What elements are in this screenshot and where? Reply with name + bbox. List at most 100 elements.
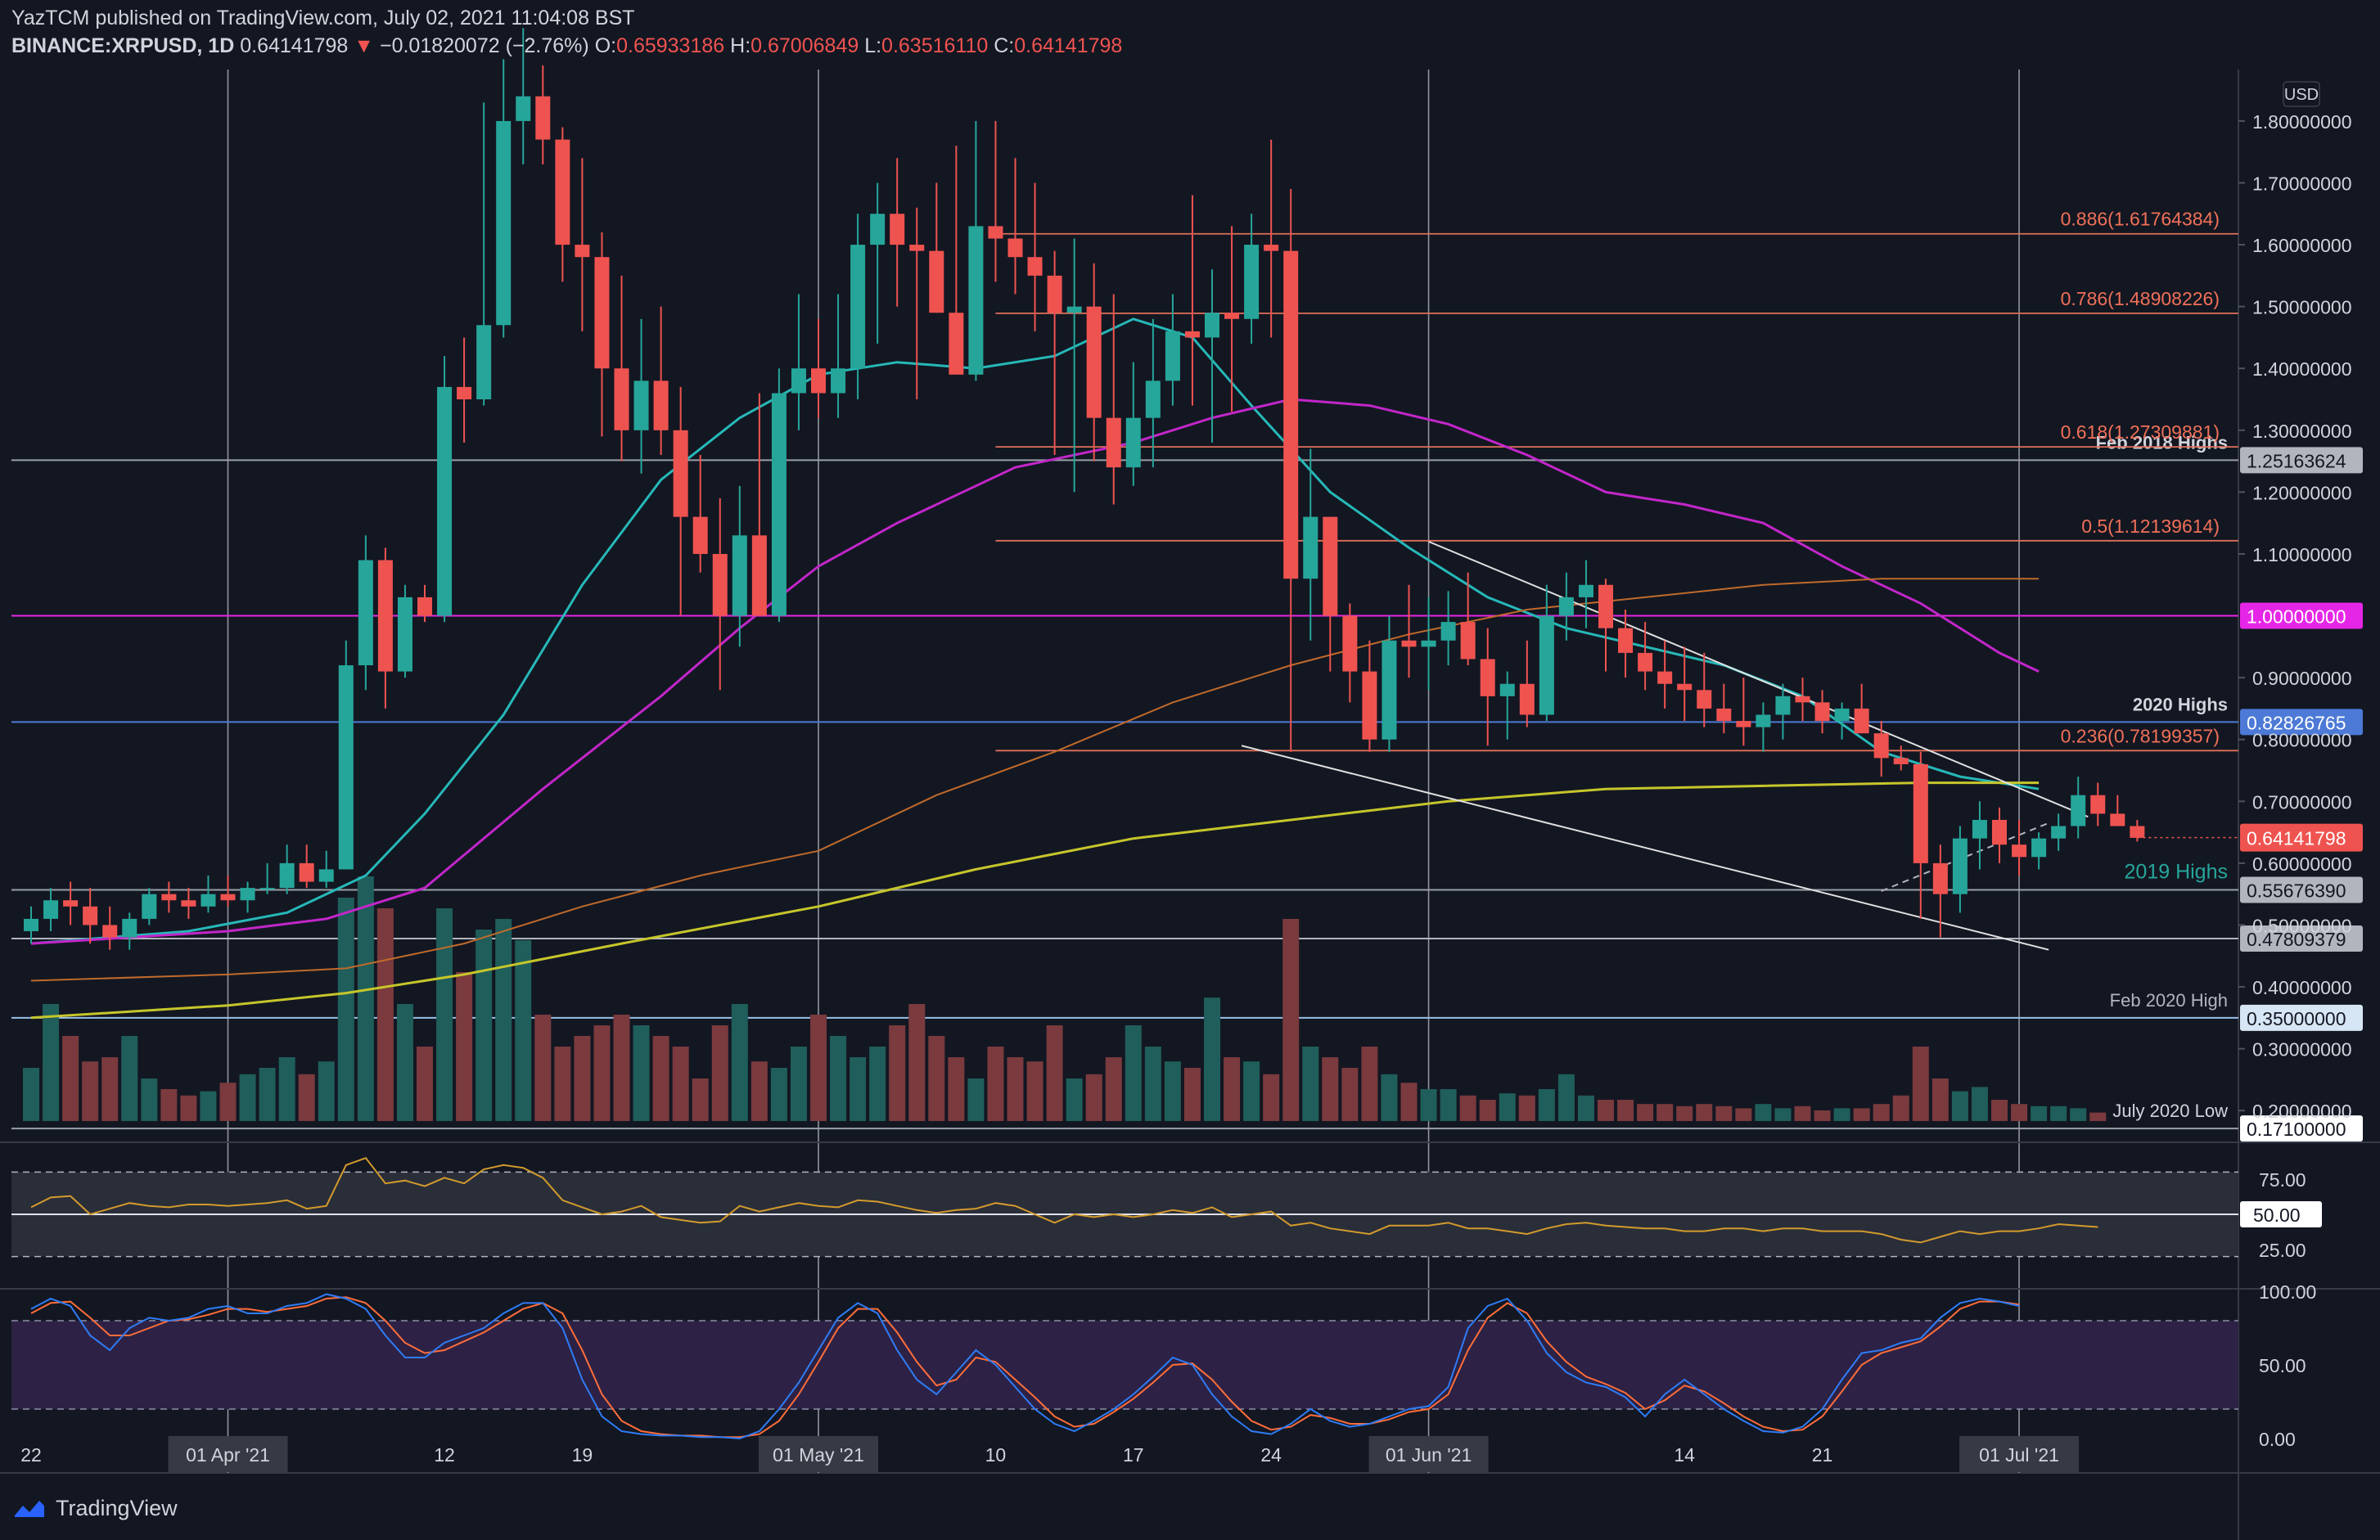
- time-tick-label: 01 May '21: [773, 1444, 864, 1466]
- candle-body: [1165, 331, 1180, 381]
- time-axis[interactable]: 22 01 Apr '21 12 19 01 May '21 10 17 24 01 Jun '…: [20, 1436, 2080, 1472]
- symbol-name[interactable]: BINANCE:XRPUSD, 1D: [11, 34, 235, 57]
- oscillator-panes: 75.00 25.00 50.00 100.00 50.00 0.00: [0, 1141, 2380, 1450]
- volume-bar: [1774, 1108, 1792, 1121]
- volume-bar: [1381, 1074, 1398, 1121]
- tradingview-brand[interactable]: TradingView: [11, 1496, 178, 1521]
- candle-body: [811, 368, 826, 394]
- volume-bar: [1853, 1108, 1870, 1121]
- candle-body: [142, 894, 157, 919]
- volume-bar: [1499, 1093, 1516, 1121]
- time-tick-label: 24: [1260, 1444, 1282, 1466]
- time-tick-label: 17: [1123, 1444, 1144, 1466]
- volume-bar: [1755, 1104, 1772, 1121]
- time-label-box: [1368, 1436, 1489, 1472]
- volume-bar: [1696, 1104, 1713, 1121]
- level-price-tag-text: 0.35000000: [2247, 1008, 2346, 1029]
- candle-body: [299, 862, 314, 882]
- fib-level-label: 0.236(0.78199357): [2061, 725, 2220, 746]
- candle-body: [535, 96, 551, 140]
- volume-bar: [1302, 1047, 1319, 1121]
- volume-bar: [1183, 1068, 1201, 1121]
- candle-body: [2110, 813, 2125, 826]
- currency-label: USD: [2284, 86, 2319, 104]
- tradingview-logo-icon: [15, 1500, 44, 1517]
- volume-bar: [1282, 919, 1300, 1121]
- candle-body: [712, 553, 728, 616]
- volume-bar: [1538, 1089, 1555, 1121]
- level-price-tag: [2240, 709, 2363, 736]
- candle-body: [1460, 622, 1476, 660]
- level-price-tag: [2240, 447, 2363, 474]
- volume-bar: [141, 1078, 158, 1121]
- candle-body: [1716, 708, 1732, 722]
- volume-bar: [1341, 1068, 1359, 1121]
- volume-bar: [259, 1068, 276, 1121]
- price-tick-label: 0.60000000: [2252, 853, 2352, 875]
- volume-bar: [613, 1015, 630, 1121]
- level-price-tag-text: 0.82826765: [2247, 712, 2346, 733]
- publisher-line: YazTCM published on TradingView.com, Jul…: [11, 7, 635, 30]
- volume-bar: [495, 919, 512, 1121]
- candle-body: [1578, 584, 1593, 597]
- level-price-tag: [2240, 1004, 2363, 1031]
- candle-body: [1066, 306, 1082, 313]
- candle-body: [555, 139, 570, 245]
- volume-bar: [1066, 1078, 1083, 1121]
- candle-body: [1303, 516, 1318, 579]
- volume-bar: [476, 930, 493, 1121]
- currency-box: [2283, 81, 2320, 107]
- candle-body: [1145, 380, 1161, 418]
- candle-body: [397, 597, 412, 672]
- time-tick-label: 21: [1812, 1444, 1833, 1466]
- volume-bar: [436, 908, 453, 1121]
- level-price-tag: [2240, 876, 2363, 903]
- volume-bar: [239, 1074, 256, 1121]
- candlesticks[interactable]: [24, 28, 2145, 950]
- time-tick-label: 12: [434, 1444, 455, 1466]
- candle-body: [496, 120, 512, 326]
- volume-bar: [1263, 1074, 1280, 1121]
- candle-body: [201, 894, 216, 907]
- volume-bar: [1794, 1105, 1811, 1121]
- volume-bar: [121, 1036, 138, 1121]
- candle-body: [377, 560, 393, 672]
- volume-bar: [1105, 1057, 1122, 1121]
- candle-body: [1264, 245, 1279, 251]
- price-tick-label: 1.10000000: [2252, 544, 2352, 565]
- volume-bar: [1046, 1025, 1063, 1121]
- candle-body: [594, 257, 610, 369]
- volume-bar: [278, 1057, 295, 1121]
- price-tick-label: 1.30000000: [2252, 421, 2352, 442]
- candle-body: [417, 597, 432, 616]
- volume-bar: [908, 1004, 926, 1121]
- volume-bar: [180, 1095, 197, 1121]
- time-tick-label: 01 Jun '21: [1386, 1444, 1472, 1466]
- volume-bar: [534, 1015, 552, 1121]
- candle-body: [1519, 683, 1535, 715]
- volume-bar: [1657, 1104, 1674, 1121]
- candle-body: [1972, 819, 1987, 839]
- candle-body: [161, 894, 177, 901]
- grid-lines: [0, 70, 2380, 1540]
- volume-bar: [1951, 1091, 1968, 1121]
- moving-average-line: [30, 317, 2040, 945]
- candle-body: [181, 900, 196, 907]
- candle-body: [692, 516, 708, 554]
- level-note-label: Feb 2018 Highs: [2096, 432, 2228, 453]
- candle-body: [259, 888, 275, 890]
- volume-bar: [456, 972, 473, 1121]
- volume-bar: [1735, 1108, 1752, 1121]
- volume-bar: [376, 908, 394, 1121]
- time-label-box: [1959, 1436, 2080, 1472]
- trendline: [1241, 745, 2049, 951]
- candle-body: [751, 535, 767, 616]
- symbol-legend: BINANCE:XRPUSD, 1D 0.64141798 ▼ −0.01820…: [11, 34, 1122, 58]
- candle-body: [1362, 671, 1377, 740]
- level-price-tag: [2240, 925, 2363, 952]
- time-tick-label: 22: [20, 1444, 42, 1466]
- price-axis[interactable]: USD 1.80000000 1.70000000 1.60000000 1.50000…: [2137, 81, 2363, 1122]
- candle-body: [831, 368, 846, 394]
- volume-bar: [298, 1074, 315, 1121]
